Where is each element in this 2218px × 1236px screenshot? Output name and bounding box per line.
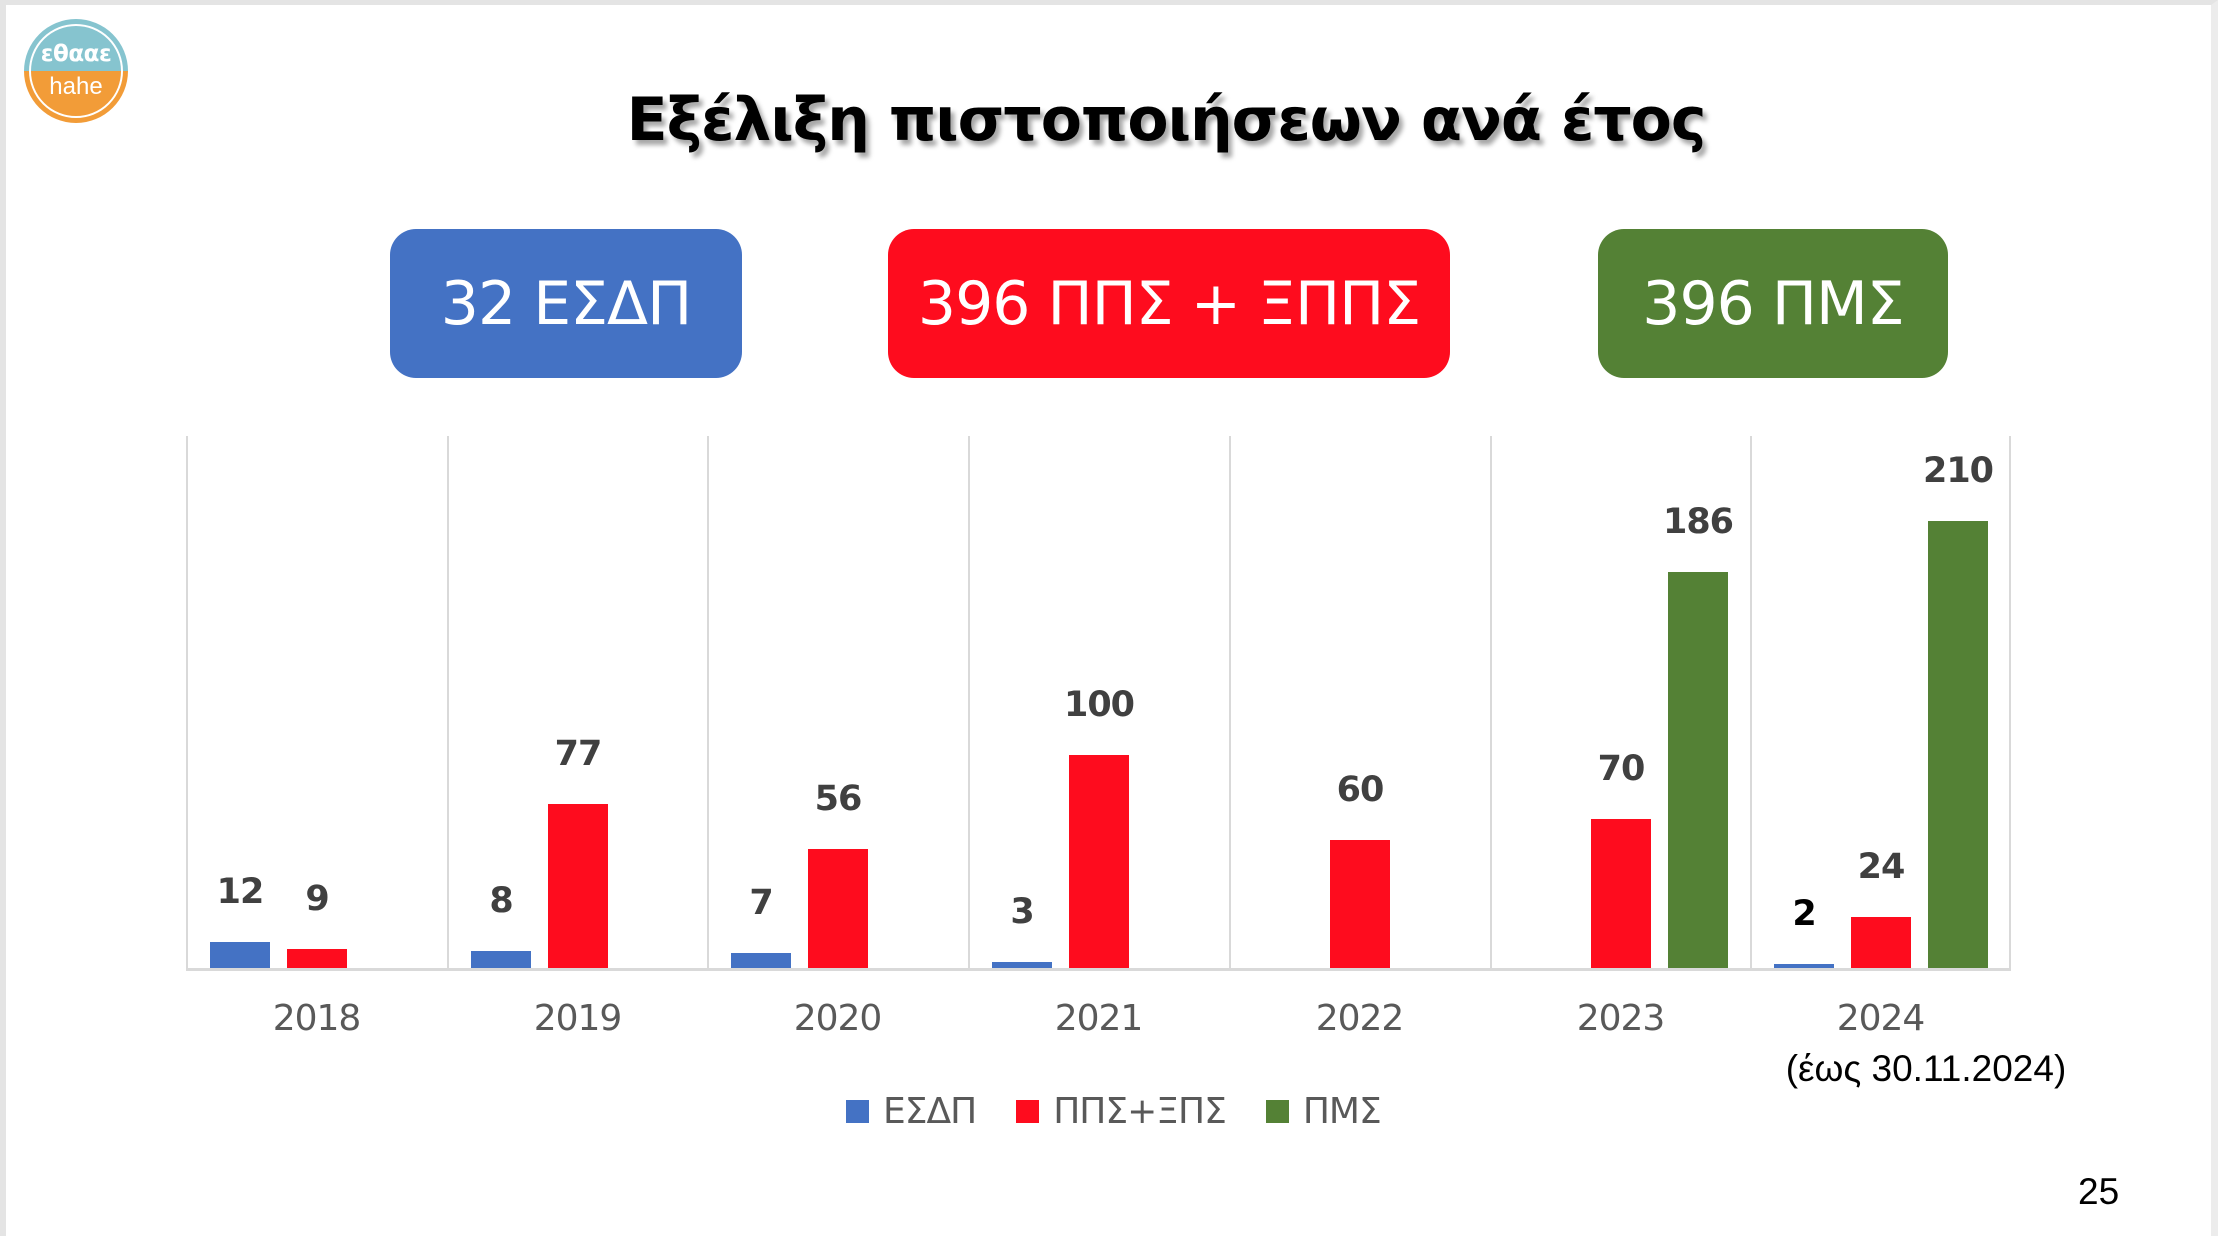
bar-2021-series-1: [1069, 755, 1129, 968]
data-label: 8: [489, 881, 513, 921]
category-separator: [968, 436, 970, 968]
legend-swatch-green-icon: [1265, 1099, 1289, 1123]
bar-2021-series-0: [992, 962, 1052, 968]
category-separator: [2009, 436, 2011, 968]
x-axis-label-2022: 2022: [1315, 998, 1405, 1039]
category-separator: [1229, 436, 1231, 968]
slide-title: Εξέλιξη πιστοποιήσεων ανά έτος: [626, 85, 1707, 155]
legend-item-pms: ΠΜΣ: [1265, 1090, 1382, 1132]
bar-2024-series-0: [1774, 964, 1834, 968]
x-axis-label-2020: 2020: [793, 998, 883, 1039]
bar-2018-series-0: [210, 942, 270, 968]
category-separator: [186, 436, 188, 968]
legend-item-pps: ΠΠΣ+ΞΠΣ: [1016, 1090, 1227, 1132]
summary-box-esdp: 32 ΕΣΔΠ: [390, 229, 742, 378]
data-label: 100: [1063, 685, 1135, 725]
category-separator: [1490, 436, 1492, 968]
bar-2023-series-2: [1668, 572, 1728, 968]
data-label: 12: [216, 872, 265, 912]
category-separator: [447, 436, 449, 968]
chart-legend: ΕΣΔΠ ΠΠΣ+ΞΠΣ ΠΜΣ: [846, 1089, 1421, 1133]
page-number: 25: [2078, 1171, 2120, 1212]
data-label: 7: [749, 883, 773, 923]
x-axis-label-2021: 2021: [1054, 998, 1144, 1039]
data-label: 210: [1922, 451, 1994, 491]
x-axis-sublabel-2024: (έως 30.11.2024): [1785, 1048, 2067, 1089]
x-axis-label-2018: 2018: [272, 998, 362, 1039]
data-label: 186: [1662, 502, 1734, 542]
summary-box-pps-xpps: 396 ΠΠΣ + ΞΠΠΣ: [888, 229, 1450, 378]
x-axis-label-2023: 2023: [1576, 998, 1666, 1039]
legend-label: ΠΠΣ+ΞΠΣ: [1053, 1090, 1227, 1132]
data-label: 77: [554, 734, 603, 774]
legend-label: ΠΜΣ: [1302, 1090, 1382, 1132]
legend-item-esdp: ΕΣΔΠ: [846, 1090, 977, 1132]
x-axis-label-2019: 2019: [533, 998, 623, 1039]
bar-2024-series-1: [1851, 917, 1911, 968]
legend-label: ΕΣΔΠ: [883, 1090, 977, 1132]
summary-box-pms: 396 ΠΜΣ: [1598, 229, 1948, 378]
data-label: 56: [814, 779, 863, 819]
data-label: 24: [1857, 847, 1906, 887]
bar-2024-series-2: [1928, 521, 1988, 968]
legend-swatch-red-icon: [1016, 1099, 1040, 1123]
bar-2019-series-0: [471, 951, 531, 968]
bar-2018-series-1: [287, 949, 347, 968]
bar-2020-series-1: [808, 849, 868, 968]
data-label: 9: [305, 879, 329, 919]
category-separator: [1750, 436, 1752, 968]
logo-ring: [29, 24, 123, 118]
logo-text-latin: hahe: [49, 73, 103, 100]
data-label: 60: [1336, 770, 1385, 810]
chart-plot-area: 12 9 8 77 7 56 3 100 60 70 186 2 24 210: [186, 436, 2011, 971]
bar-2022-series-1: [1330, 840, 1390, 968]
legend-swatch-blue-icon: [846, 1099, 869, 1123]
category-separator: [707, 436, 709, 968]
bar-2020-series-0: [731, 953, 791, 968]
data-label: 2: [1792, 894, 1816, 934]
bar-2023-series-1: [1591, 819, 1651, 968]
data-label: 3: [1010, 892, 1034, 932]
hahe-logo: εθααε hahe: [24, 19, 128, 123]
bar-2019-series-1: [548, 804, 608, 968]
data-label: 70: [1597, 749, 1646, 789]
logo-text-greek: εθααε: [40, 41, 112, 67]
x-axis-label-2024: 2024: [1836, 998, 1926, 1039]
